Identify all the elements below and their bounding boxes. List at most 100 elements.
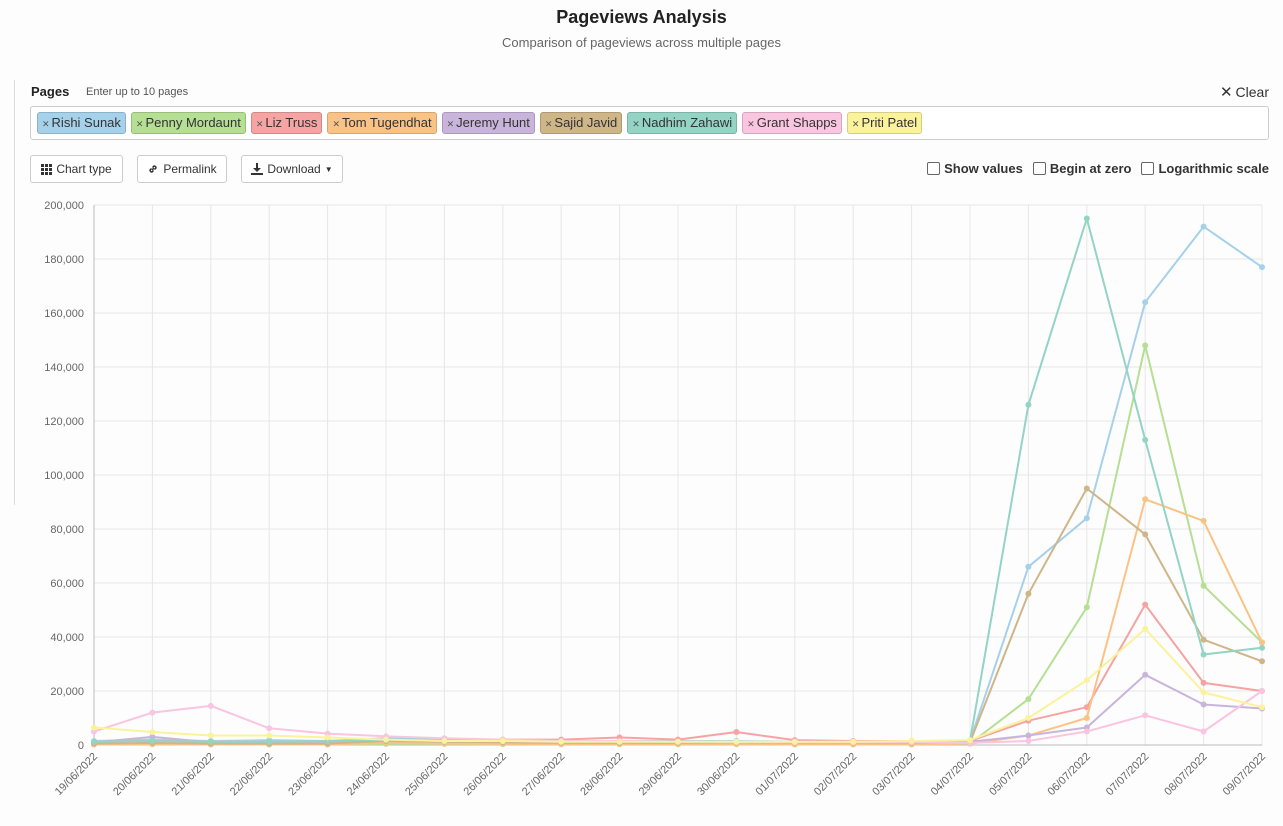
data-point (207, 702, 214, 709)
pages-label: Pages (31, 84, 70, 99)
data-point (1200, 517, 1207, 524)
x-tick-label: 22/06/2022 (228, 751, 275, 798)
y-tick-label: 0 (78, 740, 84, 752)
data-point (1083, 715, 1090, 721)
data-point (1259, 644, 1265, 651)
data-point (1083, 677, 1090, 684)
x-tick-label: 08/07/2022 (1162, 751, 1209, 798)
page-tag-label: Nadhim Zahawi (641, 115, 733, 130)
page-tag[interactable]: ✕ Penny Mordaunt (130, 112, 246, 134)
page-tag[interactable]: ✕ Jeremy Hunt (441, 112, 535, 134)
data-point (908, 737, 915, 744)
clear-button[interactable]: ✕ Clear (1220, 83, 1269, 101)
page-tag-label: Rishi Sunak (51, 115, 121, 130)
x-tick-label: 01/07/2022 (754, 751, 801, 798)
permalink-button[interactable]: Permalink (137, 155, 227, 183)
remove-tag-icon[interactable]: ✕ (544, 119, 553, 129)
data-point (266, 738, 273, 745)
x-tick-label: 02/07/2022 (812, 751, 859, 798)
log-scale-option[interactable]: Logarithmic scale (1141, 161, 1269, 176)
x-tick-label: 28/06/2022 (578, 751, 625, 798)
download-button[interactable]: Download ▼ (241, 155, 343, 183)
page-tag-label: Grant Shapps (756, 115, 837, 130)
pages-input[interactable]: ✕ Rishi Sunak ✕ Penny Mordaunt ✕ Liz Truss ✕ To… (30, 106, 1269, 140)
show-values-option[interactable]: Show values (927, 161, 1023, 176)
remove-tag-icon[interactable]: ✕ (446, 119, 455, 129)
data-point (1083, 728, 1090, 735)
y-tick-label: 40,000 (50, 632, 84, 644)
data-point (1142, 496, 1149, 503)
x-tick-label: 21/06/2022 (170, 751, 217, 798)
data-point (1025, 401, 1032, 408)
page-tag[interactable]: ✕ Nadhim Zahawi (627, 112, 738, 134)
data-point (383, 736, 389, 743)
begin-at-zero-checkbox[interactable] (1032, 162, 1046, 175)
remove-tag-icon[interactable]: ✕ (135, 119, 144, 129)
data-point (1142, 625, 1149, 632)
data-point (266, 725, 273, 732)
x-tick-label: 05/07/2022 (987, 751, 1034, 798)
data-point (1200, 582, 1207, 589)
page-tag[interactable]: ✕ Rishi Sunak (37, 112, 126, 134)
data-point (324, 734, 331, 741)
data-point (1259, 639, 1265, 646)
x-tick-label: 03/07/2022 (870, 751, 917, 798)
remove-tag-icon[interactable]: ✕ (332, 119, 340, 129)
y-tick-label: 160,000 (44, 308, 84, 320)
y-tick-label: 60,000 (50, 578, 84, 590)
remove-tag-icon[interactable]: ✕ (42, 119, 50, 129)
remove-tag-icon[interactable]: ✕ (255, 119, 264, 129)
begin-at-zero-option[interactable]: Begin at zero (1032, 161, 1131, 176)
pageviews-line-chart: 0 20,000 40,000 60,000 80,000 100,000 120,000 1… (44, 200, 1268, 798)
page-title: Pageviews Analysis (556, 7, 727, 27)
x-tick-label: 19/06/2022 (53, 751, 100, 798)
remove-tag-icon[interactable]: ✕ (632, 119, 640, 129)
x-tick-label: 09/07/2022 (1221, 751, 1268, 798)
page-tag-label: Liz Truss (265, 115, 318, 130)
close-icon: ✕ (1219, 84, 1233, 101)
data-point (1259, 658, 1265, 665)
page-tag-label: Tom Tugendhat (341, 115, 432, 130)
permalink-label: Permalink (163, 162, 217, 176)
y-tick-label: 120,000 (44, 416, 84, 428)
y-tick-label: 20,000 (50, 686, 84, 698)
page-tag[interactable]: ✕ Priti Patel (846, 112, 923, 134)
grid-icon (41, 163, 53, 175)
page-tag-label: Sajid Javid (554, 115, 618, 130)
x-tick-label: 06/07/2022 (1046, 751, 1093, 798)
page-tag[interactable]: ✕ Sajid Javid (539, 112, 623, 134)
data-point (1259, 704, 1265, 711)
x-tick-label: 24/06/2022 (345, 751, 392, 798)
chart-type-button[interactable]: Chart type (30, 155, 123, 183)
data-point (1142, 601, 1149, 608)
page-tag[interactable]: ✕ Grant Shapps (742, 112, 842, 134)
x-tick-label: 07/07/2022 (1104, 751, 1151, 798)
link-icon (147, 163, 159, 175)
remove-tag-icon[interactable]: ✕ (747, 119, 755, 129)
page-tag[interactable]: ✕ Tom Tugendhat (327, 112, 437, 134)
show-values-checkbox[interactable] (927, 162, 941, 175)
log-scale-checkbox[interactable] (1141, 162, 1155, 175)
data-point (1200, 651, 1207, 658)
caret-down-icon: ▼ (324, 164, 333, 174)
data-point (967, 737, 973, 744)
y-tick-label: 180,000 (44, 254, 84, 266)
remove-tag-icon[interactable]: ✕ (851, 119, 860, 129)
chart-options: Show values Begin at zero Logarithmic sc… (927, 161, 1269, 176)
data-point (733, 738, 740, 745)
page-tag[interactable]: ✕ Liz Truss (250, 112, 323, 134)
left-divider (14, 80, 15, 505)
x-tick-label: 27/06/2022 (520, 751, 567, 798)
x-tick-label: 20/06/2022 (111, 751, 158, 798)
data-point (1083, 604, 1090, 611)
data-point (266, 732, 273, 739)
data-point (1259, 688, 1265, 694)
data-point (1200, 636, 1207, 643)
data-point (616, 738, 623, 745)
data-point (1083, 515, 1090, 522)
page-tag-label: Penny Mordaunt (145, 115, 241, 130)
data-point (1083, 485, 1090, 492)
data-point (1025, 732, 1032, 739)
data-point (149, 729, 156, 736)
data-point (1200, 728, 1207, 735)
